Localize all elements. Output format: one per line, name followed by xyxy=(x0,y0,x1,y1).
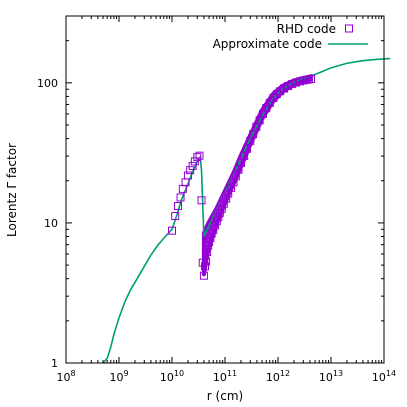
y-tick-label: 1 xyxy=(51,357,58,370)
x-tick-label: 1014 xyxy=(372,369,396,384)
rhd-point xyxy=(299,76,308,85)
rhd-point xyxy=(205,238,214,247)
x-tick-label: 1011 xyxy=(213,369,237,384)
rhd-point xyxy=(193,153,202,162)
y-tick-label: 100 xyxy=(37,77,58,90)
rhd-point xyxy=(212,217,221,226)
rhd-point xyxy=(199,271,208,280)
rhd-point xyxy=(227,183,236,192)
rhd-point xyxy=(280,84,289,93)
rhd-point xyxy=(211,221,220,230)
x-tick-label: 1013 xyxy=(319,369,343,384)
rhd-point xyxy=(190,157,199,166)
rhd-dense-band xyxy=(201,74,314,277)
rhd-point xyxy=(222,194,231,203)
rhd-point xyxy=(195,151,204,160)
rhd-point xyxy=(219,199,228,208)
rhd-point xyxy=(224,189,233,198)
rhd-point xyxy=(242,144,251,153)
legend-label-rhd: RHD code xyxy=(277,22,336,36)
legend-marker-rhd xyxy=(345,24,353,33)
rhd-point xyxy=(209,226,218,235)
rhd-point xyxy=(307,75,316,84)
y-tick-label: 10 xyxy=(44,217,58,230)
rhd-point xyxy=(183,171,192,180)
rhd-point xyxy=(186,166,195,175)
legend-label-approx: Approximate code xyxy=(213,37,322,51)
x-tick-label: 109 xyxy=(109,369,128,384)
rhd-point xyxy=(201,262,210,271)
rhd-point xyxy=(202,257,211,266)
rhd-point xyxy=(176,193,185,202)
rhd-point xyxy=(284,81,293,90)
x-tick-label: 108 xyxy=(56,369,75,384)
rhd-point xyxy=(174,202,183,211)
rhd-point xyxy=(168,226,176,235)
rhd-point xyxy=(171,212,180,221)
x-tick-label: 1012 xyxy=(266,369,290,384)
rhd-point xyxy=(214,213,223,222)
rhd-point xyxy=(217,204,226,213)
x-tick-label: 1010 xyxy=(160,369,184,384)
rhd-point xyxy=(206,234,215,243)
rhd-point xyxy=(229,178,238,187)
x-axis-label: r (cm) xyxy=(207,389,243,403)
rhd-point xyxy=(197,196,206,205)
y-axis-label: Lorentz Γ factor xyxy=(5,143,19,237)
rhd-point xyxy=(188,161,197,170)
